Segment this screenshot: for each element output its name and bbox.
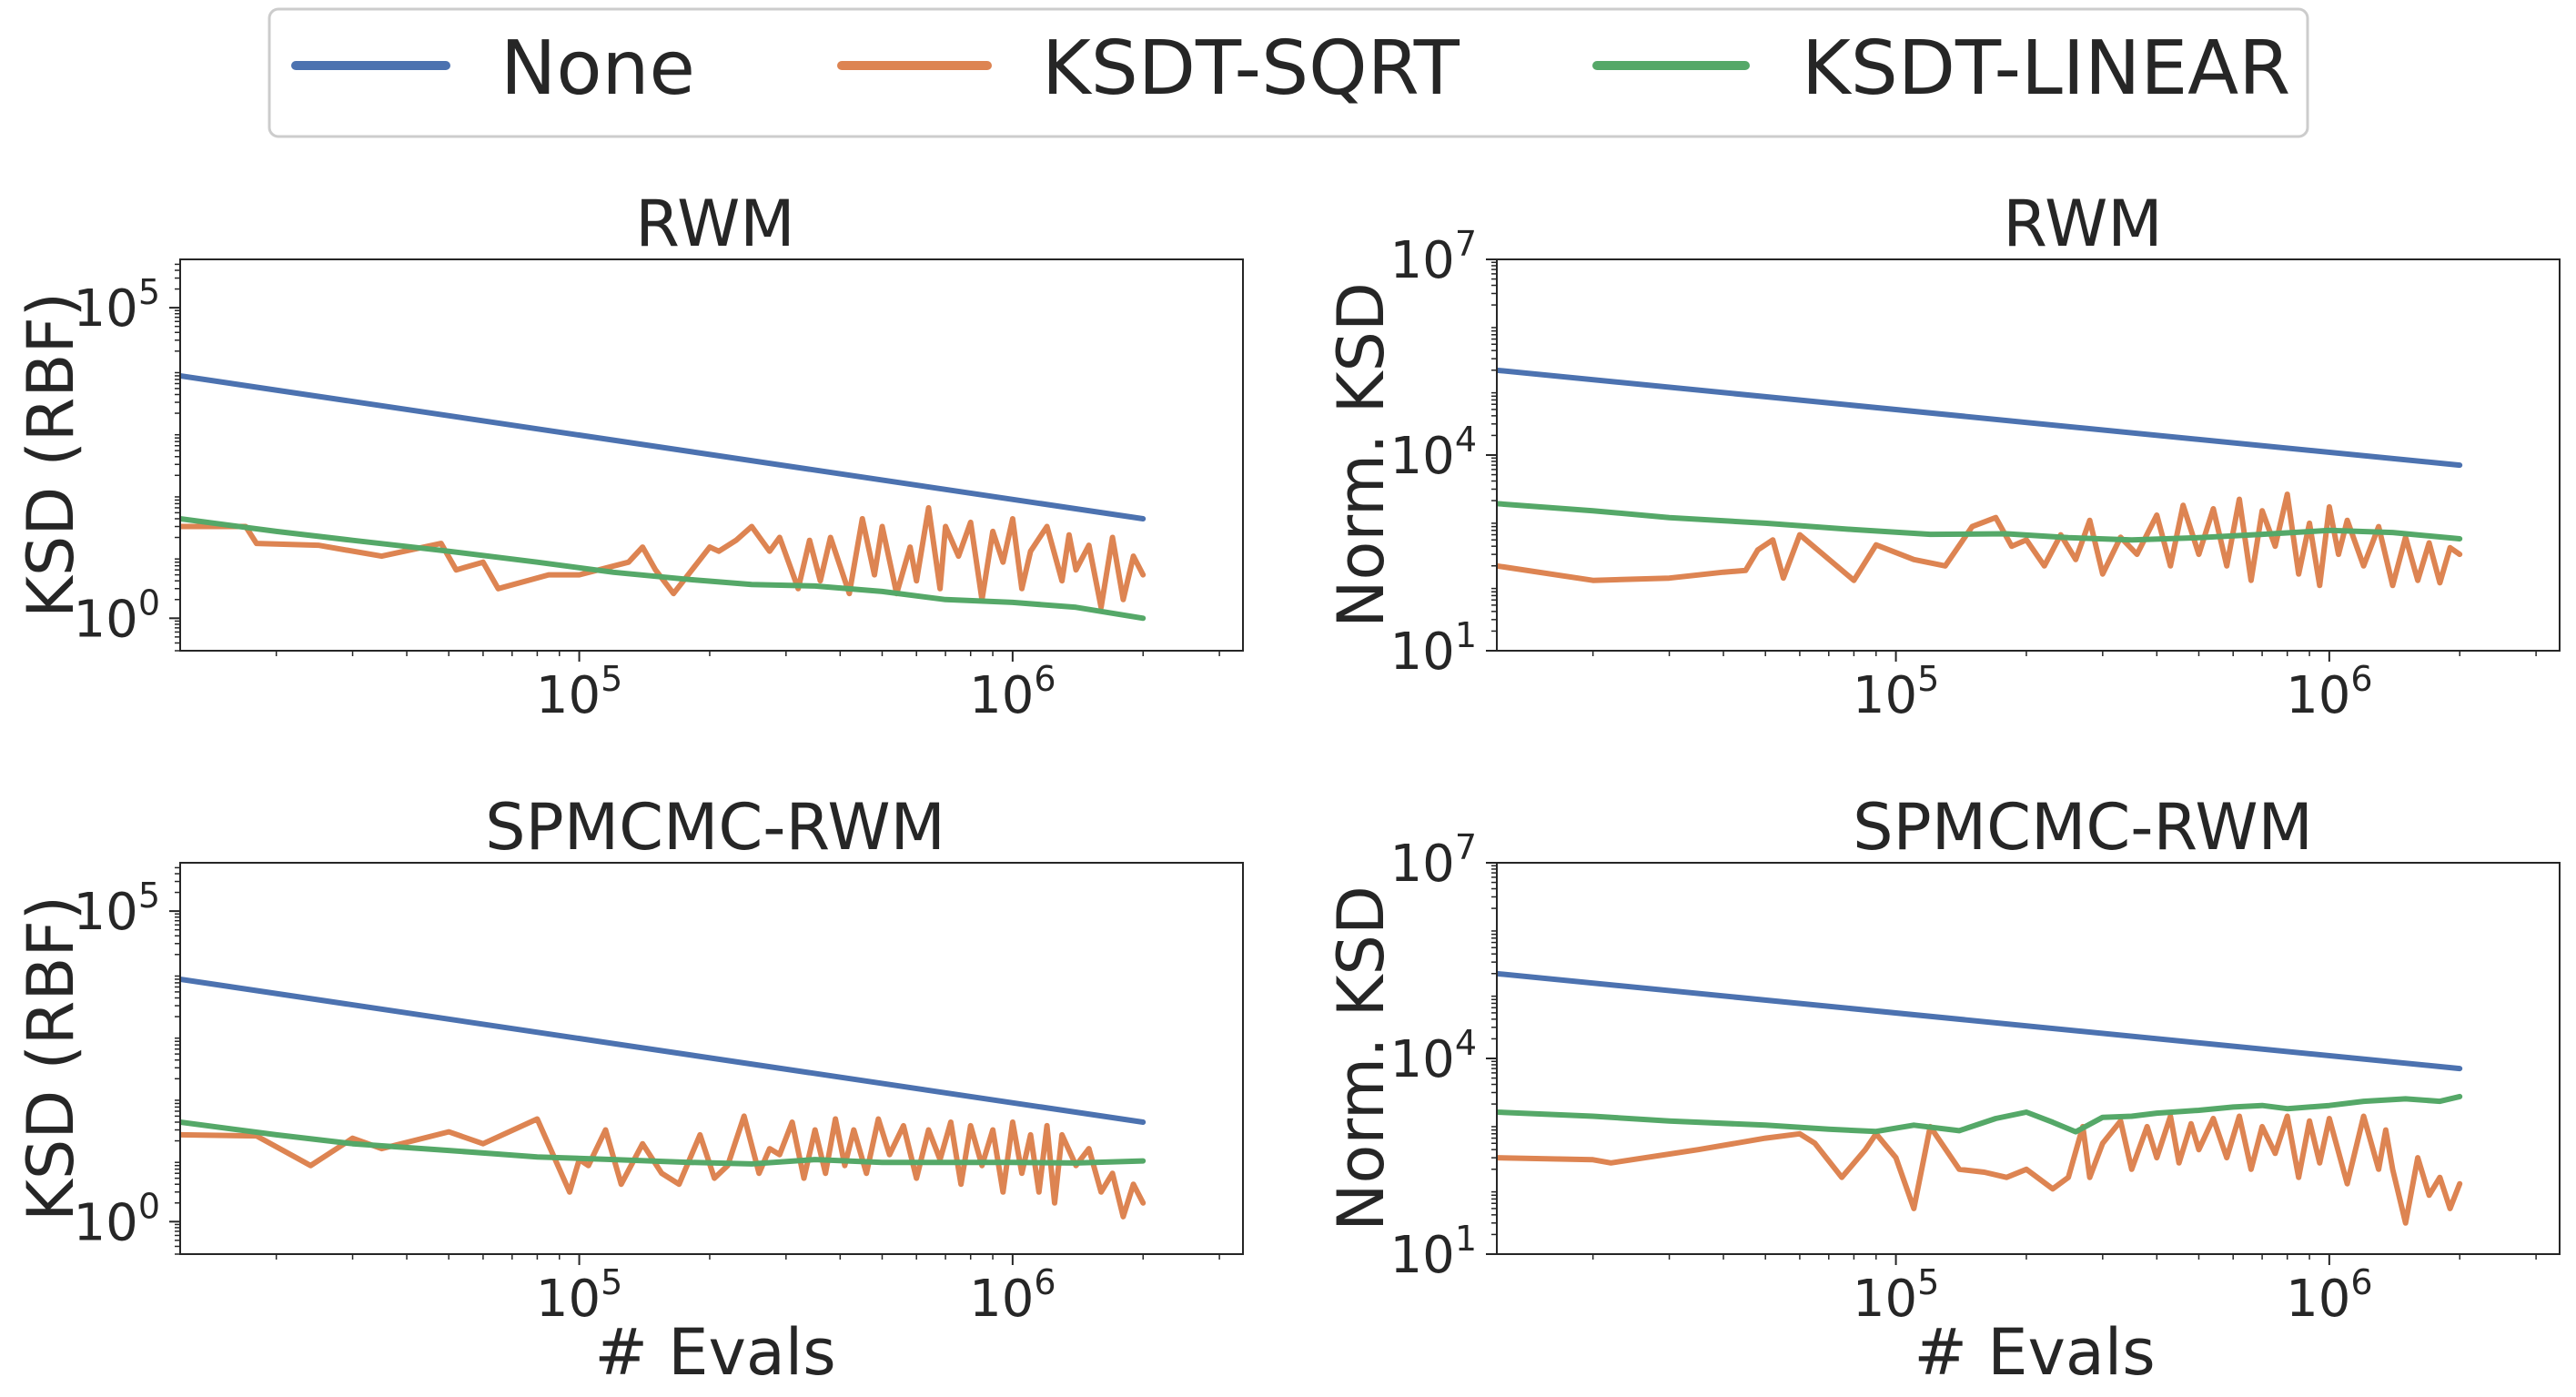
- y-axis-label: Norm. KSD: [1324, 886, 1399, 1231]
- y-tick-label: 101: [1390, 1219, 1477, 1285]
- panel-rwm-rbf: RWM KSD (RBF) 105 106 100 105: [14, 187, 1244, 725]
- y-axis-label: KSD (RBF): [14, 292, 88, 618]
- panel-rwm-norm: RWM Norm. KSD 105 106 101 104 107: [1324, 187, 2561, 725]
- series-line-none: [180, 977, 1147, 1125]
- y-tick-label: 107: [1390, 224, 1477, 290]
- panel-spmcmc-norm: SPMCMC-RWM Norm. KSD # Evals 105 10610110…: [1324, 790, 2561, 1390]
- y-tick-label: 105: [74, 876, 160, 942]
- axes-frame: [179, 258, 1244, 652]
- series-line-ksdt-sqrt: [180, 1113, 1147, 1220]
- axes-frame: [1496, 258, 2561, 652]
- series-line-none: [1497, 367, 2463, 469]
- series-line-ksdt-sqrt: [180, 505, 1147, 611]
- panel-title: RWM: [635, 187, 794, 261]
- series-line-ksdt-sqrt: [1497, 491, 2463, 589]
- legend-frame: [268, 7, 2309, 138]
- legend-label-none: None: [500, 25, 695, 112]
- x-tick-label: 106: [969, 659, 1056, 725]
- x-tick-label: 105: [1853, 1262, 1939, 1329]
- x-axis-label: # Evals: [594, 1315, 835, 1390]
- y-tick-label: 104: [1390, 1023, 1477, 1089]
- x-tick-label: 105: [536, 1262, 622, 1329]
- plot-area: 105 106 100 105: [74, 862, 1244, 1329]
- x-tick-label: 105: [536, 659, 622, 725]
- series-line-none: [1497, 970, 2463, 1072]
- legend-label-ksdt-sqrt: KSDT-SQRT: [1042, 25, 1460, 112]
- x-tick-label: 106: [2286, 659, 2372, 725]
- y-tick-label: 105: [74, 272, 160, 339]
- x-axis-label: # Evals: [1914, 1315, 2155, 1390]
- legend-label-ksdt-linear: KSDT-LINEAR: [1802, 25, 2290, 112]
- series-line-ksdt-sqrt: [1497, 1113, 2463, 1226]
- x-tick-label: 106: [969, 1262, 1056, 1329]
- panel-title: SPMCMC-RWM: [1853, 790, 2313, 865]
- y-tick-label: 101: [1390, 615, 1477, 682]
- x-tick-label: 106: [2286, 1262, 2372, 1329]
- panel-title: RWM: [2003, 187, 2162, 261]
- series-line-ksdt-linear: [1497, 501, 2463, 543]
- axes-frame: [179, 862, 1244, 1255]
- y-axis-label: Norm. KSD: [1324, 282, 1399, 628]
- series-line-ksdt-linear: [180, 516, 1147, 622]
- series-line-ksdt-linear: [180, 1119, 1147, 1167]
- series-line-none: [180, 373, 1147, 521]
- legend: None KSDT-SQRT KSDT-LINEAR: [268, 7, 2309, 138]
- y-tick-label: 100: [74, 1186, 160, 1252]
- y-tick-label: 104: [1390, 420, 1477, 486]
- plot-area: 105 106 101 104 107: [1390, 224, 2561, 725]
- x-tick-label: 105: [1853, 659, 1939, 725]
- plot-area: 105 106 100 105: [74, 258, 1244, 725]
- series-line-ksdt-linear: [1497, 1093, 2463, 1135]
- y-tick-label: 100: [74, 582, 160, 649]
- y-axis-label: KSD (RBF): [14, 896, 88, 1221]
- plot-area: 105 106 101 104 107: [1390, 827, 2561, 1329]
- panel-title: SPMCMC-RWM: [485, 790, 945, 865]
- panel-spmcmc-rbf: SPMCMC-RWM KSD (RBF) # Evals 105 10610010…: [14, 790, 1244, 1390]
- y-tick-label: 107: [1390, 827, 1477, 894]
